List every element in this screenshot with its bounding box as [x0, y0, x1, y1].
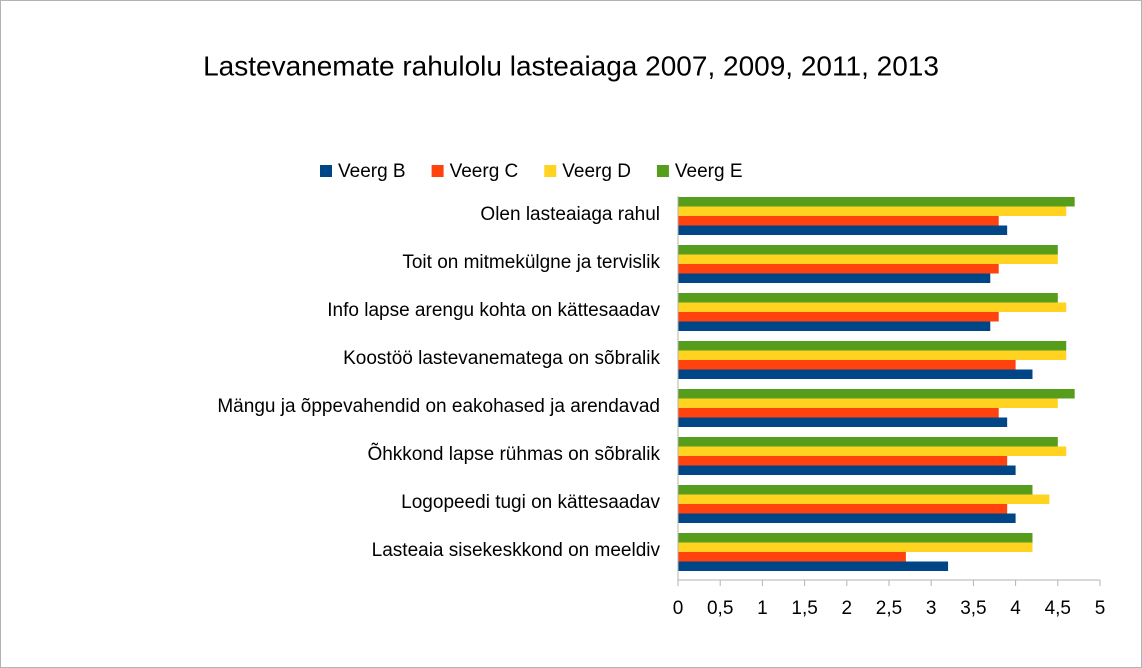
bar	[678, 302, 1067, 312]
bar	[678, 245, 1058, 255]
x-tick-label: 3	[926, 598, 937, 619]
legend-label: Veerg B	[338, 161, 406, 182]
legend-swatch	[431, 165, 444, 177]
bar	[678, 485, 1033, 495]
bar	[678, 561, 949, 571]
y-tick-label: Toit on mitmekülgne ja tervislik	[402, 252, 660, 273]
x-tick-label: 4	[1010, 598, 1021, 619]
y-tick-label: Logopeedi tugi on kättesaadav	[401, 492, 660, 513]
x-tick-label: 1,5	[791, 598, 817, 619]
bar	[678, 398, 1058, 408]
bar	[678, 360, 1016, 370]
bar	[678, 225, 1008, 235]
x-tick-label: 3,5	[960, 598, 986, 619]
x-tick-label: 5	[1095, 598, 1106, 619]
legend-label: Veerg E	[675, 161, 743, 182]
legend-swatch	[544, 165, 557, 177]
bar	[678, 369, 1033, 379]
y-tick-label: Lasteaia sisekeskkond on meeldiv	[372, 540, 661, 561]
x-tick-label: 0	[673, 598, 684, 619]
x-tick-label: 2,5	[876, 598, 902, 619]
legend-swatch	[320, 165, 332, 177]
y-tick-label: Olen lasteaiaga rahul	[480, 204, 660, 225]
y-tick-label: Õhkkond lapse rühmas on sõbralik	[367, 443, 660, 465]
bar	[678, 513, 1016, 523]
bar	[678, 446, 1067, 456]
bar	[678, 321, 991, 331]
bar	[678, 254, 1058, 264]
bar	[678, 350, 1067, 360]
bar	[678, 504, 1008, 514]
bar	[678, 456, 1008, 466]
bar	[678, 216, 999, 226]
bar	[678, 494, 1050, 504]
x-tick-label: 1	[757, 598, 768, 619]
bar	[678, 197, 1075, 207]
x-tick-label: 4,5	[1045, 598, 1071, 619]
bar	[678, 389, 1075, 399]
legend-label: Veerg D	[562, 161, 631, 182]
y-tick-label: Info lapse arengu kohta on kättesaadav	[327, 300, 660, 321]
y-tick-label: Mängu ja õppevahendid on eakohased ja ar…	[217, 396, 660, 417]
bar	[678, 533, 1033, 543]
legend-label: Veerg C	[450, 161, 519, 182]
bar	[678, 408, 999, 418]
bar	[678, 206, 1067, 216]
bar	[678, 273, 991, 283]
bar	[678, 264, 999, 274]
bar	[678, 417, 1008, 427]
x-tick-label: 0,5	[707, 598, 733, 619]
bar	[678, 542, 1033, 552]
chart-title: Lastevanemate rahulolu lasteaiaga 2007, …	[203, 50, 939, 81]
y-tick-label: Koostöö lastevanematega on sõbralik	[343, 348, 660, 369]
bar	[678, 312, 999, 322]
bar	[678, 437, 1058, 447]
bar	[678, 552, 906, 562]
bar	[678, 465, 1016, 475]
legend-swatch	[656, 165, 669, 177]
bar	[678, 293, 1058, 303]
x-tick-label: 2	[842, 598, 853, 619]
bar	[678, 341, 1067, 351]
